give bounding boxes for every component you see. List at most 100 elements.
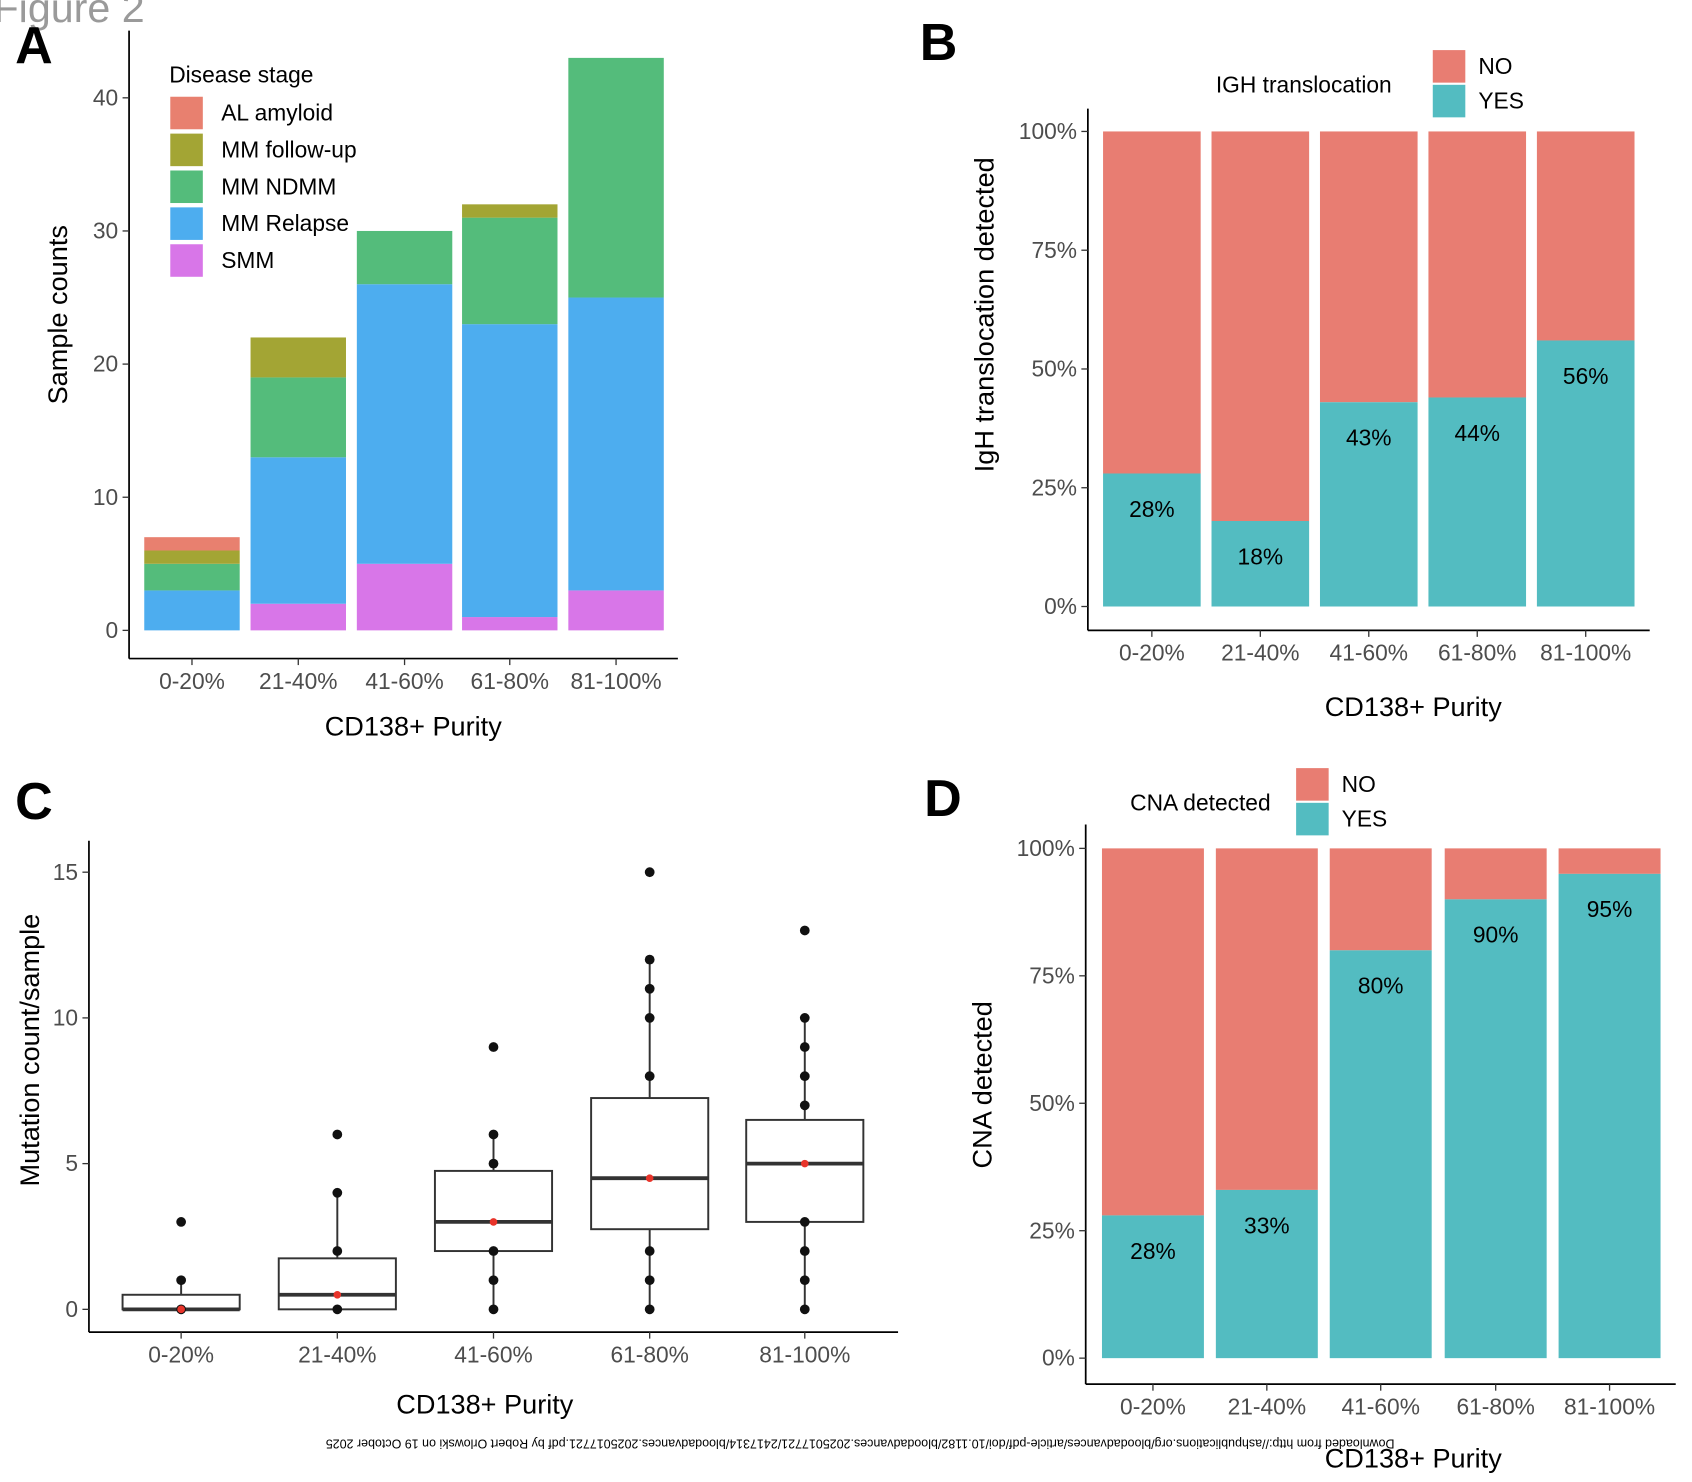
legend-swatch	[170, 170, 203, 204]
bar-segment-smm	[356, 563, 453, 631]
data-label: 90%	[1473, 922, 1519, 948]
box	[745, 1118, 865, 1223]
y-tick-label: 25%	[1029, 1217, 1075, 1243]
data-point	[332, 1246, 343, 1256]
data-point	[644, 1275, 655, 1286]
y-tick-label: 10	[53, 1004, 78, 1030]
bar-segment-mm-follow-up	[250, 337, 346, 378]
bar-segment-mm-ndmm	[462, 217, 558, 325]
bar-segment-yes	[1329, 950, 1432, 1359]
bar-segment-mm-ndmm	[356, 230, 453, 285]
x-tick-label: 41-60%	[365, 668, 443, 694]
legend-swatch	[170, 133, 203, 167]
x-tick-label: 41-60%	[1341, 1394, 1419, 1420]
y-axis-title: Mutation count/sample	[14, 914, 45, 1187]
data-point	[799, 1100, 810, 1111]
legend-swatch	[170, 96, 203, 130]
x-tick-label: 61-80%	[610, 1341, 688, 1367]
mean-marker	[333, 1290, 342, 1299]
bar-segment-al-amyloid	[144, 537, 240, 551]
y-tick-label: 0%	[1044, 593, 1077, 619]
data-point	[332, 1187, 343, 1198]
legend-swatch	[1432, 84, 1466, 118]
legend-swatch	[1296, 802, 1329, 836]
legend-label: MM Relapse	[221, 210, 349, 236]
data-point	[799, 1013, 810, 1023]
bar-segment-mm-ndmm	[568, 57, 664, 298]
y-tick-label: 15	[53, 859, 78, 885]
x-axis-title: CD138+ Purity	[1325, 691, 1502, 722]
panel-a: A 0-20% 21-40% 41-60% 61-80% 81-100% 0 10 20 30 40…	[15, 17, 678, 742]
data-label: 18%	[1238, 543, 1284, 569]
x-tick-label: 81-100%	[570, 668, 661, 694]
data-point	[799, 1042, 810, 1052]
data-point	[644, 983, 655, 994]
data-point	[176, 1217, 187, 1227]
box	[590, 1097, 710, 1231]
x-tick-label: 0-20%	[148, 1341, 214, 1367]
x-tick-label: 61-80%	[471, 668, 549, 694]
x-tick-label: 21-40%	[1228, 1394, 1306, 1420]
data-label: 33%	[1244, 1212, 1290, 1238]
x-tick-label: 0-20%	[159, 668, 225, 694]
y-axis-title: CNA detected	[966, 1001, 997, 1168]
y-tick-label: 50%	[1031, 356, 1077, 382]
x-axis-title: CD138+ Purity	[396, 1388, 573, 1419]
bar-segment-mm-follow-up	[462, 204, 558, 218]
bar-segment-yes	[1444, 899, 1547, 1359]
bar-segment-no	[1558, 848, 1661, 874]
legend-label: NO	[1342, 771, 1376, 797]
bar-segment-yes	[1558, 873, 1661, 1359]
data-point	[799, 1275, 810, 1286]
legend-title: Disease stage	[169, 62, 313, 88]
data-point	[799, 1246, 810, 1256]
y-tick-label: 30	[93, 218, 118, 244]
y-axis-title: IgH translocation detected	[969, 157, 1000, 472]
data-point	[332, 1304, 343, 1315]
panel-label-d: D	[924, 770, 962, 828]
panel-label-c: C	[15, 773, 53, 831]
bar-segment-smm	[568, 590, 664, 631]
y-tick-label: 100%	[1019, 118, 1077, 144]
data-label: 28%	[1130, 1238, 1176, 1264]
x-tick-label: 21-40%	[1221, 640, 1299, 666]
data-point	[488, 1042, 499, 1052]
x-tick-label: 81-100%	[1564, 1394, 1655, 1420]
x-tick-label: 81-100%	[1540, 640, 1631, 666]
data-point	[488, 1275, 499, 1286]
legend-label: SMM	[221, 247, 274, 273]
panel-label-a: A	[15, 17, 53, 75]
bar-segment-yes	[1101, 1215, 1204, 1359]
y-tick-label: 0	[65, 1296, 78, 1322]
data-label: 28%	[1129, 496, 1175, 522]
legend-swatch	[170, 244, 203, 277]
data-point	[488, 1246, 499, 1256]
bar-segment-mm-follow-up	[144, 550, 240, 564]
mean-marker	[177, 1305, 185, 1314]
y-tick-label: 75%	[1031, 237, 1077, 263]
bar-segment-mm-relapse	[356, 284, 453, 564]
bar-segment-yes	[1211, 520, 1310, 607]
panel-label-b: B	[920, 14, 958, 72]
data-point	[644, 1246, 655, 1256]
data-point	[799, 925, 810, 936]
data-point	[488, 1158, 499, 1169]
data-point	[644, 1071, 655, 1082]
bar-segment-yes	[1428, 397, 1527, 607]
x-tick-label: 81-100%	[759, 1341, 850, 1367]
x-tick-label: 21-40%	[298, 1341, 376, 1367]
data-point	[644, 1304, 655, 1315]
bar-segment-smm	[462, 617, 558, 631]
y-tick-label: 10	[93, 484, 118, 510]
legend-label: MM follow-up	[221, 136, 356, 162]
legend-label: NO	[1478, 53, 1512, 79]
data-point	[488, 1304, 499, 1315]
bar-segment-mm-ndmm	[144, 563, 240, 591]
data-point	[799, 1071, 810, 1082]
panel-b: B 28% 18% 43% 44% 56% 0-20% 21-40% 41-60% 61-80% 8…	[920, 14, 1650, 722]
bar-segment-yes	[1319, 402, 1418, 607]
watermark: Downloaded from http://ashpublications.o…	[326, 1436, 1395, 1450]
bar-segment-mm-relapse	[462, 324, 558, 618]
data-point	[488, 1129, 499, 1140]
